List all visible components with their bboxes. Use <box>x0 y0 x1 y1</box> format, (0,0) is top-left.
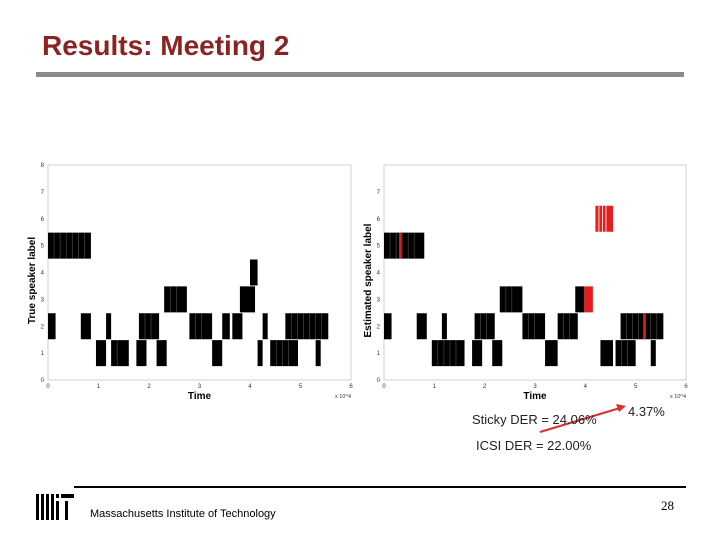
plot1-speaker-segment <box>138 313 160 340</box>
plot2-y-tick-label: 3 <box>377 297 381 303</box>
plot1-speaker-segment <box>212 340 223 367</box>
plot2-x-tick-label: 1 <box>433 384 437 390</box>
plot2-speaker-segment <box>584 286 593 313</box>
footer-rule <box>74 486 686 488</box>
plot2-x-tick-label: 5 <box>634 384 638 390</box>
plot2-y-tick-label: 1 <box>377 351 381 357</box>
plot2-speaker-segment <box>399 232 402 259</box>
plot2-speaker-segment <box>441 313 447 340</box>
plot1-y-tick-label: 7 <box>41 190 45 196</box>
plot1-y-tick-label: 4 <box>41 271 45 277</box>
plot1-x-multiplier: x 10^4 <box>335 394 351 400</box>
plot1-speaker-segment <box>95 340 107 367</box>
plot2-y-tick-label: 7 <box>377 190 381 196</box>
plot1-x-tick-label: 1 <box>97 384 101 390</box>
plot2-speaker-segment <box>384 313 392 340</box>
slide-title: Results: Meeting 2 <box>42 30 290 61</box>
plot2-speaker-segment <box>643 313 646 340</box>
plot1-y-tick-label: 0 <box>41 378 45 384</box>
plot2-speaker-segment <box>384 232 425 259</box>
mit-logo-icon <box>36 494 74 520</box>
page-number: 28 <box>661 498 674 513</box>
plot2-frame <box>383 164 687 381</box>
der-arrow <box>539 407 621 433</box>
plot1-frame <box>47 164 352 381</box>
sticky-der-label: Sticky DER = 24.06% <box>472 412 597 427</box>
plot2-y-tick-label: 6 <box>377 217 381 223</box>
plot1-speaker-segment <box>189 313 213 340</box>
plot2-x-tick-label: 2 <box>483 384 487 390</box>
plot2-speaker-segment <box>499 286 523 313</box>
plot1-speaker-segment <box>270 340 298 367</box>
plot1-x-tick-label: 4 <box>248 384 252 390</box>
plot2-y-axis-label: Estimated speaker label <box>363 223 374 337</box>
plot1-y-axis-label: True speaker label <box>27 237 38 324</box>
plot1-speaker-segment <box>262 313 268 340</box>
plot1-speaker-segment <box>315 340 321 367</box>
plot2-speaker-segment <box>416 313 427 340</box>
plot1-speaker-segment <box>164 286 187 313</box>
plot2-x-axis-label: Time <box>523 391 547 402</box>
plot2-x-tick-label: 3 <box>533 384 537 390</box>
plot1-x-tick-label: 2 <box>147 384 151 390</box>
plot1-y-tick-label: 2 <box>41 324 45 330</box>
plot2-speaker-segment <box>522 313 546 340</box>
plot1-x-tick-label: 6 <box>349 384 353 390</box>
plot1-x-tick-label: 3 <box>198 384 202 390</box>
plot1-y-tick-label: 1 <box>41 351 45 357</box>
plot1-speaker-segment <box>222 313 230 340</box>
plot2-speaker-segment <box>620 313 664 340</box>
plot1-x-tick-label: 0 <box>46 384 50 390</box>
plot1-speaker-segment <box>232 313 243 340</box>
plot1-speaker-segment <box>156 340 167 367</box>
plot2-speaker-segment <box>615 340 636 367</box>
footer-institution: Massachusetts Institute of Technology <box>90 508 276 520</box>
plot1-speaker-segment <box>48 313 56 340</box>
plot2-y-tick-label: 0 <box>377 378 381 384</box>
improved-der-label: 4.37% <box>628 404 665 419</box>
plot2-speaker-segment <box>474 313 495 340</box>
plot2-y-tick-label: 5 <box>377 244 381 250</box>
plot2-speaker-segment <box>545 340 558 367</box>
plot2-speaker-segment <box>431 340 465 367</box>
plot1-speaker-segment <box>250 259 258 286</box>
plot2-speaker-segment <box>600 340 614 367</box>
plot1-speaker-segment <box>239 286 256 313</box>
plot1-speaker-segment <box>48 232 91 259</box>
plot2-x-tick-label: 0 <box>382 384 386 390</box>
plot2-y-tick-label: 2 <box>377 324 381 330</box>
plot1-y-tick-label: 6 <box>41 217 45 223</box>
plot2-speaker-segment <box>595 205 614 232</box>
plot2-x-multiplier: x 10^4 <box>670 394 686 400</box>
icsi-der-label: ICSI DER = 22.00% <box>476 438 592 453</box>
plot1-speaker-segment <box>136 340 147 367</box>
plot1-y-tick-label: 8 <box>41 163 45 169</box>
plot2-speaker-segment <box>650 340 656 367</box>
plot2-speaker-segment <box>492 340 503 367</box>
plot2-y-tick-label: 4 <box>377 271 381 277</box>
plot1-speaker-segment <box>106 313 112 340</box>
der-arrow-head <box>616 404 626 412</box>
plot1-speaker-segment <box>80 313 91 340</box>
plot2-x-tick-label: 4 <box>584 384 588 390</box>
plot1-speaker-segment <box>257 340 263 367</box>
plot1-y-tick-label: 3 <box>41 297 45 303</box>
title-rule <box>36 72 684 77</box>
plot2-speaker-segment <box>472 340 483 367</box>
plot2-x-tick-label: 6 <box>684 384 688 390</box>
plot1-speaker-segment <box>111 340 129 367</box>
plot2-speaker-segment <box>557 313 578 340</box>
plot2-speaker-segment <box>575 286 585 313</box>
plot1-x-tick-label: 5 <box>299 384 303 390</box>
plot1-speaker-segment <box>285 313 329 340</box>
plot1-x-axis-label: Time <box>188 391 212 402</box>
plot1-y-tick-label: 5 <box>41 244 45 250</box>
